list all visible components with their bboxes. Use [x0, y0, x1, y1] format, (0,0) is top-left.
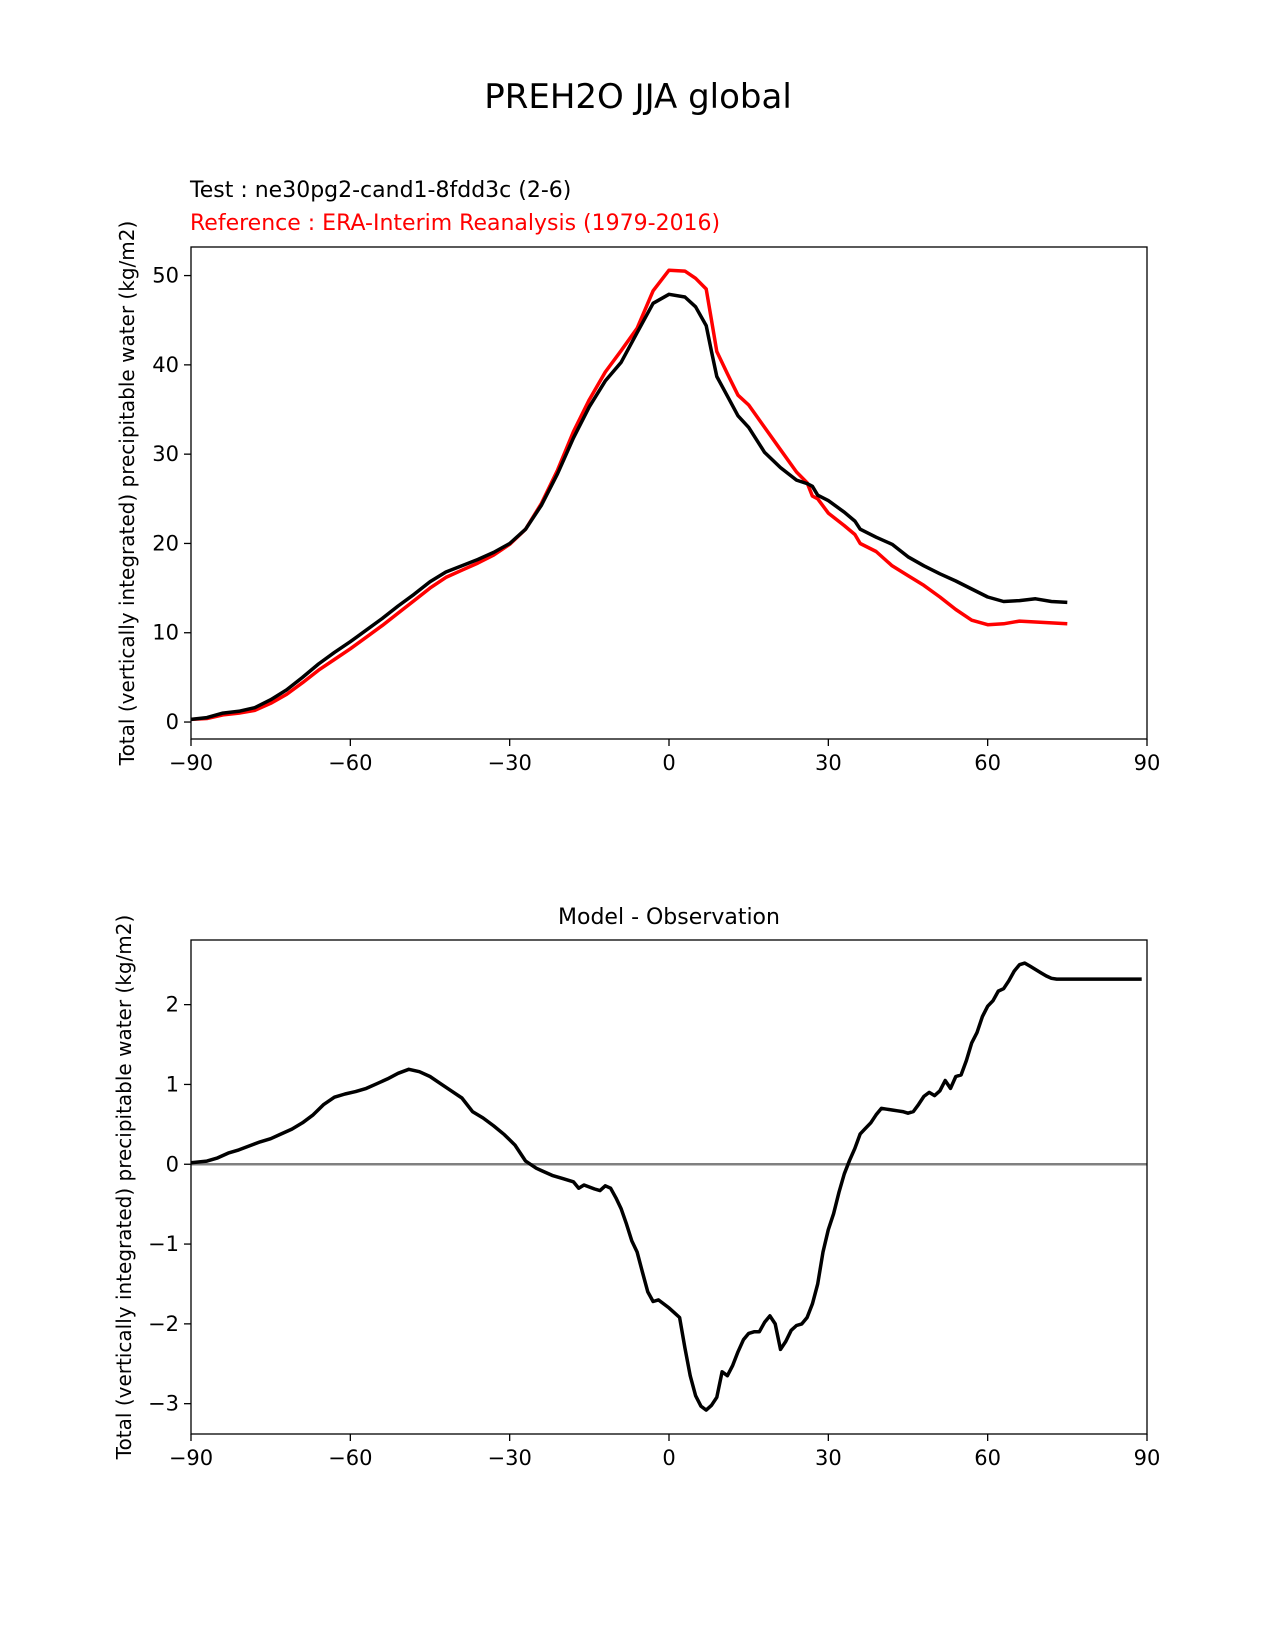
bottom-y-tick-label: 0 — [166, 1152, 179, 1176]
top-x-tick-label: −60 — [328, 751, 372, 775]
bottom-x-tick-label: −30 — [488, 1446, 532, 1470]
top-series-reference-line — [190, 268, 1068, 722]
bottom-x-tick-label: 90 — [1134, 1446, 1161, 1470]
bottom-y-axis: −3 −2 −1 0 1 2 — [148, 993, 191, 1416]
top-y-axis: 0 10 20 30 40 50 — [152, 264, 191, 734]
bottom-series-model-observation-line — [190, 961, 1142, 1412]
top-x-tick-label: 60 — [974, 751, 1001, 775]
top-y-tick-label: 40 — [152, 353, 179, 377]
bottom-plot-area — [190, 961, 1147, 1412]
top-y-tick-label: 0 — [166, 710, 179, 734]
bottom-x-tick-label: −90 — [169, 1446, 213, 1470]
bottom-x-tick-label: 60 — [974, 1446, 1001, 1470]
top-y-tick-label: 20 — [152, 531, 179, 555]
top-series-test-line — [190, 292, 1068, 722]
bottom-y-tick-label: 2 — [166, 993, 179, 1017]
top-x-tick-label: 90 — [1134, 751, 1161, 775]
bottom-x-axis: −90 −60 −30 0 30 60 90 — [169, 1434, 1161, 1470]
figure-title: PREH2O JJA global — [484, 77, 792, 117]
bottom-panel-title: Model - Observation — [558, 905, 780, 930]
bottom-y-tick-label: −3 — [148, 1392, 179, 1416]
reference-label: Reference : ERA-Interim Reanalysis (1979… — [190, 211, 720, 236]
top-y-tick-label: 30 — [152, 442, 179, 466]
bottom-x-tick-label: −60 — [328, 1446, 372, 1470]
top-x-tick-label: −30 — [488, 751, 532, 775]
bottom-panel: Model - Observation −90 −60 −30 0 30 60 90 −3−… — [112, 905, 1160, 1470]
bottom-x-tick-label: 30 — [815, 1446, 842, 1470]
top-axes-frame — [190, 246, 1148, 740]
top-y-tick-label: 50 — [152, 264, 179, 288]
top-x-tick-label: −90 — [169, 751, 213, 775]
bottom-y-tick-label: −2 — [148, 1312, 179, 1336]
top-x-axis: −90 −60 −30 0 30 60 90 — [169, 739, 1161, 775]
bottom-y-tick-label: 1 — [166, 1072, 179, 1096]
test-label: Test : ne30pg2-cand1-8fdd3c (2-6) — [189, 178, 571, 203]
top-y-axis-label: Total (vertically integrated) precipitab… — [115, 221, 139, 767]
top-panel: Test : ne30pg2-cand1-8fdd3c (2-6) Refere… — [115, 178, 1160, 775]
top-y-tick-label: 10 — [152, 621, 179, 645]
top-x-tick-label: 0 — [662, 751, 675, 775]
top-plot-area — [190, 268, 1068, 722]
bottom-y-axis-label: Total (vertically integrated) precipitab… — [112, 915, 136, 1461]
bottom-x-tick-label: 0 — [662, 1446, 675, 1470]
bottom-y-tick-label: −1 — [148, 1232, 179, 1256]
top-x-tick-label: 30 — [815, 751, 842, 775]
bottom-axes-frame — [190, 939, 1148, 1435]
